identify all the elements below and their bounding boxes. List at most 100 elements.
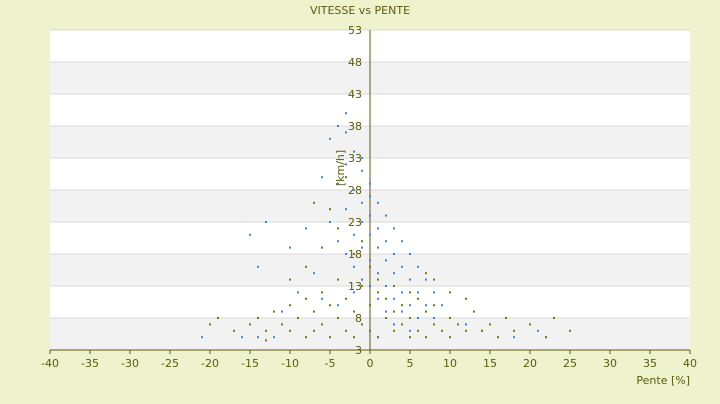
point [377,227,379,230]
point [297,317,299,319]
point [497,336,499,339]
y-tick-label: 53 [348,24,362,37]
point [385,317,387,319]
point [401,304,403,307]
point [409,317,411,319]
point [337,278,339,281]
point [417,317,419,319]
point [257,336,259,339]
point [329,137,331,140]
point [401,240,403,243]
point [201,336,203,339]
point [409,278,411,281]
point [353,253,355,255]
point [361,240,363,243]
point [281,310,283,313]
point [353,291,355,294]
point [377,297,379,300]
point [313,310,315,313]
point [369,214,371,217]
point [409,336,411,339]
x-tick-label: -35 [81,357,99,370]
y-tick-label: 48 [348,56,362,69]
point [337,125,339,127]
point [281,323,283,326]
point [417,291,419,294]
point [369,285,371,287]
x-tick-label: -5 [325,357,336,370]
point [401,323,403,326]
x-tick-label: 30 [603,357,617,370]
point [345,131,347,134]
point [425,272,427,275]
point [369,265,371,268]
point [393,272,395,275]
x-tick-label: -40 [41,357,59,370]
y-tick-label: 23 [348,216,362,229]
point [393,285,395,287]
point [369,259,371,262]
x-tick-label: 40 [683,357,697,370]
point [537,329,539,332]
point [305,265,307,268]
point [353,189,355,191]
point [345,297,347,300]
point [465,323,467,326]
point [337,304,339,307]
point [377,201,379,204]
point [289,278,291,281]
point [353,233,355,236]
x-tick-label: 25 [563,357,577,370]
point [393,329,395,332]
point [305,227,307,230]
point [449,291,451,294]
point [409,304,411,307]
point [385,259,387,262]
point [289,304,291,307]
point [257,265,259,268]
point [425,278,427,281]
x-tick-label: -15 [241,357,259,370]
point [337,240,339,243]
point [313,329,315,332]
point [321,246,323,249]
point [369,304,371,307]
x-tick-label: 20 [523,357,537,370]
chart-title: VITESSE vs PENTE [310,4,410,17]
point [529,323,531,326]
point [377,336,379,339]
point [369,233,371,236]
point [409,253,411,255]
point [361,201,363,204]
point [345,253,347,255]
y-axis-label: [km/h] [334,150,347,186]
point [377,246,379,249]
point [257,317,259,319]
x-tick-label: 10 [443,357,457,370]
point [449,336,451,339]
point [457,323,459,326]
point [361,221,363,223]
point [401,291,403,294]
point [465,297,467,300]
point [433,291,435,294]
point [489,323,491,326]
point [321,323,323,326]
point [337,317,339,319]
y-tick-label: 33 [348,152,362,165]
x-tick-label: 5 [407,357,414,370]
point [385,297,387,300]
point [369,182,371,185]
point [361,169,363,172]
point [473,310,475,313]
point [417,265,419,268]
point [441,329,443,332]
y-tick-label: 38 [348,120,362,133]
point [217,317,219,319]
point [345,208,347,211]
point [353,336,355,339]
point [337,182,339,185]
point [249,233,251,236]
point [209,323,211,326]
point [393,297,395,300]
